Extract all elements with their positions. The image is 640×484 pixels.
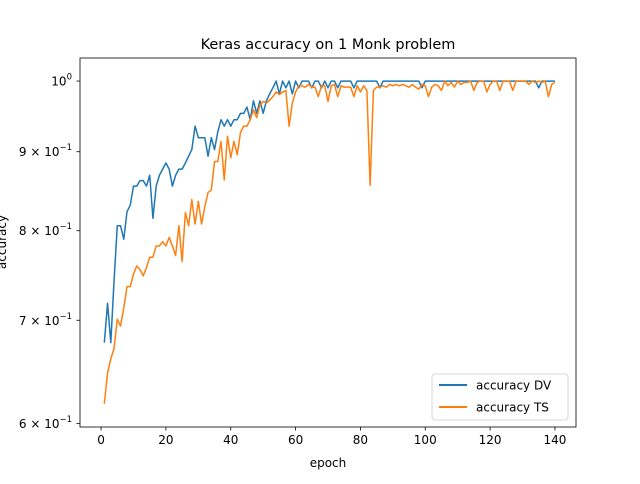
x-tick-label: 60 [288,433,303,447]
chart-title: Keras accuracy on 1 Monk problem [201,37,456,53]
legend-label-ts: accuracy TS [476,401,549,415]
x-tick-label: 80 [353,433,368,447]
x-tick-label: 100 [414,433,437,447]
x-axis-ticks: 0 20 40 60 80 100 120 140 [97,427,566,447]
series-line-1 [103,80,556,404]
y-axis-ticks: 6 × 10−1 7 × 10−1 8 × 10−1 9 × 10−1 100 [19,73,80,431]
y-tick-label: 8 × 10−1 [19,222,72,238]
plot-lines [103,80,556,404]
y-tick-label: 9 × 10−1 [19,143,72,159]
axes-frame [79,57,577,428]
y-tick-label: 100 [51,73,72,89]
x-tick-label: 120 [479,433,502,447]
x-tick-label: 140 [543,433,566,447]
legend-label-dv: accuracy DV [476,379,552,393]
x-tick-label: 0 [97,433,105,447]
legend: accuracy DV accuracy TS [431,373,569,421]
y-tick-label: 7 × 10−1 [19,312,72,328]
x-tick-label: 20 [158,433,173,447]
x-axis-label: epoch [310,456,347,470]
y-axis-label: accuracy [0,215,9,269]
y-tick-label: 6 × 10−1 [19,415,72,431]
x-tick-label: 40 [223,433,238,447]
